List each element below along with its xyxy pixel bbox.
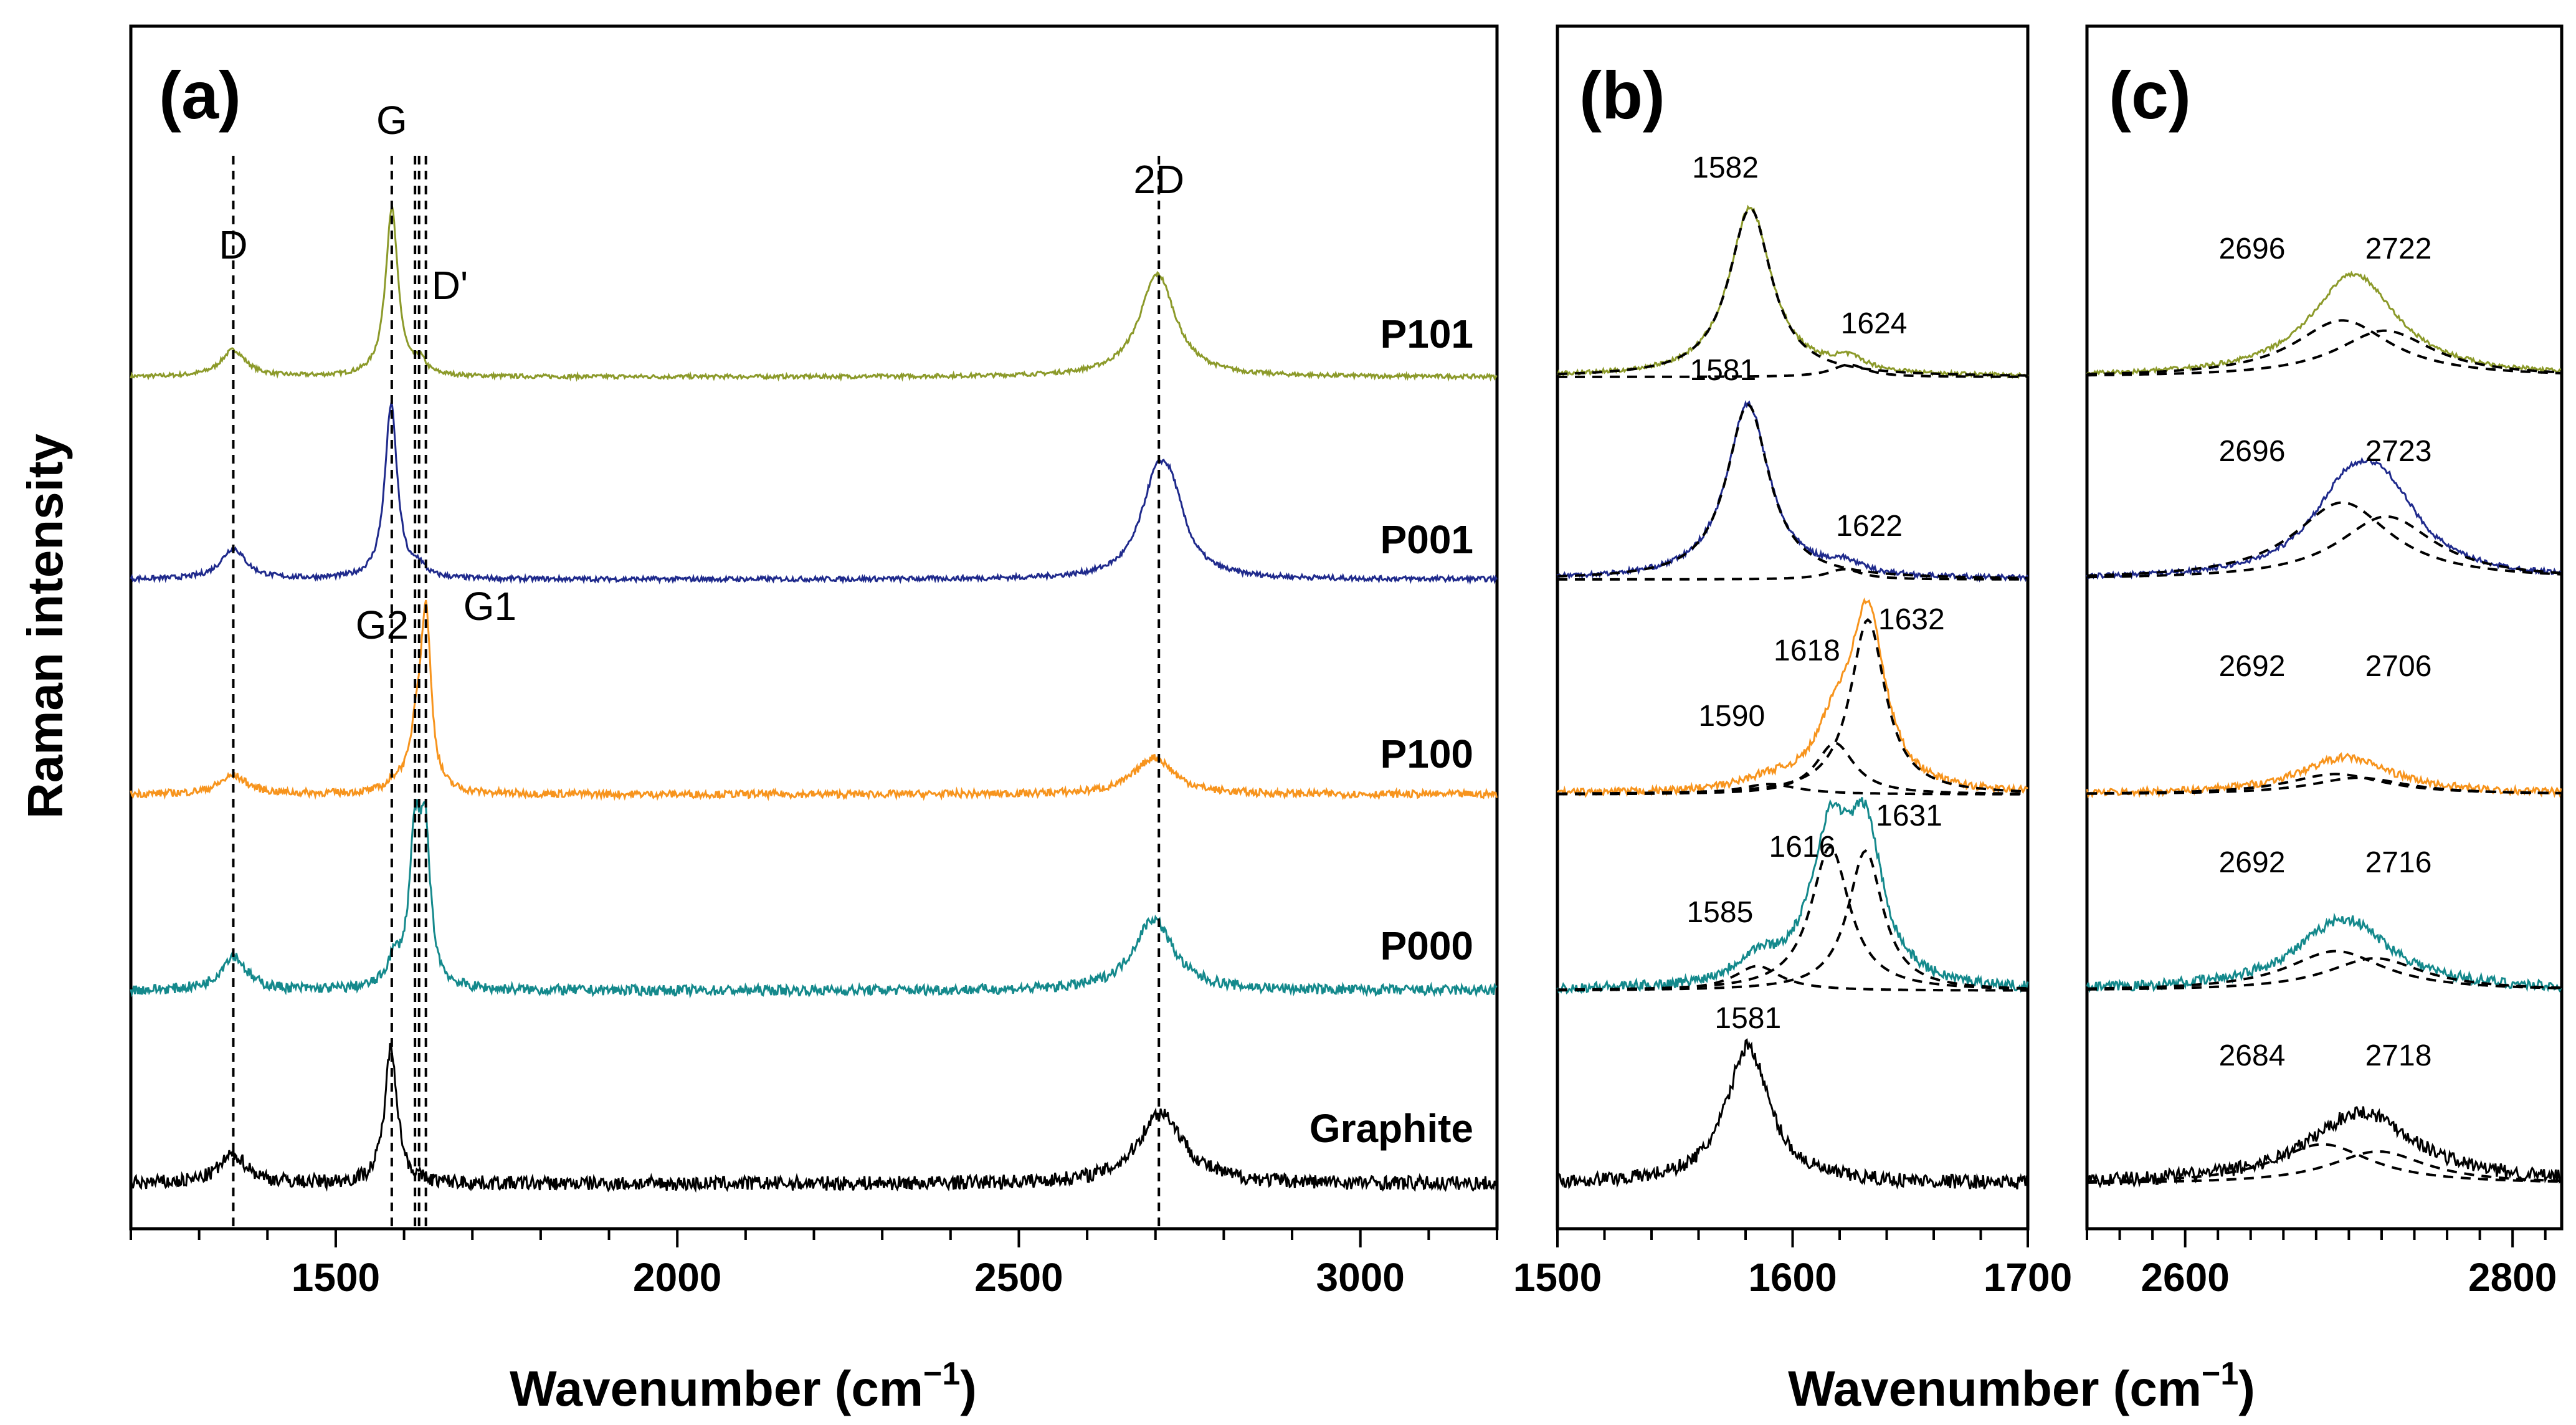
peak-position-label: 1590 <box>1698 700 1765 733</box>
panel-label: (c) <box>2109 57 2191 133</box>
series-label: P000 <box>1381 923 1473 968</box>
fit-component <box>1557 363 2028 378</box>
peak-position-label: 1581 <box>1690 354 1756 387</box>
peak-position-label: 1632 <box>1878 603 1945 636</box>
plot-frame <box>2085 24 2564 1231</box>
spectrum-line <box>2086 912 2562 993</box>
peak-position-label: 2716 <box>2365 846 2432 879</box>
x-tick-label: 2500 <box>974 1255 1063 1300</box>
peak-label: D <box>219 222 247 267</box>
x-tick-label: 2800 <box>2468 1255 2557 1300</box>
x-tick-label: 1600 <box>1748 1255 1837 1300</box>
fit-component <box>1557 403 2028 579</box>
x-axis-title-bc: Wavenumber (cm−1) <box>1788 1356 2255 1416</box>
series-label: Graphite <box>1309 1106 1473 1151</box>
panel-b: (b) 1500 1600 1700 1582 1624 1581 1622 1590 1618 1… <box>1513 24 2072 1300</box>
spectrum-line <box>2086 270 2562 376</box>
series-label: P001 <box>1381 517 1473 562</box>
plot-frame <box>129 24 1499 1231</box>
x-tick-label: 2000 <box>633 1255 721 1300</box>
peak-label: G1 <box>463 584 516 629</box>
peak-label: D' <box>432 263 468 308</box>
peak-position-label: 1616 <box>1769 831 1836 864</box>
x-tick-label: 1700 <box>1984 1255 2072 1300</box>
peak-position-label: 2722 <box>2365 232 2432 265</box>
x-tick-label: 1500 <box>292 1255 380 1300</box>
fit-component <box>1557 207 2028 377</box>
spectrum-line <box>1556 1038 2028 1190</box>
y-axis-title: Raman intensity <box>17 434 73 819</box>
fit-component <box>2086 501 2561 577</box>
fit-component <box>2087 329 2561 377</box>
spectrum-line <box>1556 400 2028 583</box>
peak-position-label: 1581 <box>1714 1002 1781 1035</box>
plot-frame <box>1556 24 2030 1231</box>
peak-label: 2D <box>1133 157 1184 202</box>
fit-component <box>2087 776 2561 795</box>
peak-label: G <box>376 98 407 143</box>
peak-position-label: 2696 <box>2219 435 2286 468</box>
fit-component <box>2087 515 2562 579</box>
spectrum-line <box>130 206 1498 382</box>
peak-position-label: 1631 <box>1876 799 1942 832</box>
spectrum-line <box>130 799 1498 999</box>
spectrum-line <box>1556 797 2029 995</box>
peak-position-label: 1582 <box>1692 151 1759 184</box>
panel-label: (b) <box>1579 57 1665 133</box>
spectrum-line <box>2086 457 2562 580</box>
spectrum-line <box>130 599 1498 801</box>
x-tick-label: 2600 <box>2141 1255 2229 1300</box>
spectrum-line <box>130 1042 1498 1193</box>
peak-position-label: 2706 <box>2365 650 2432 683</box>
panel-a: (a) 1500 2000 2500 3000 P101 P001 P100 P000 Graph… <box>129 24 1499 1300</box>
fit-component <box>2087 950 2561 990</box>
fit-component <box>1557 849 2028 991</box>
spectrum-line <box>1556 597 2028 798</box>
peak-position-label: 1585 <box>1686 896 1753 929</box>
peak-position-label: 1624 <box>1841 307 1908 340</box>
peak-position-label: 2692 <box>2219 650 2286 683</box>
panel-label: (a) <box>159 57 241 133</box>
fit-component <box>2086 1150 2561 1184</box>
peak-position-label: 2696 <box>2219 232 2286 265</box>
peak-label: G2 <box>356 603 409 647</box>
x-tick-label: 1500 <box>1513 1255 1602 1300</box>
peak-position-label: 2723 <box>2365 435 2432 468</box>
fit-component <box>1557 617 2028 795</box>
panel-c: (c) 2600 2800 2696 2722 2696 2723 2692 2706 2692 2… <box>2085 24 2564 1300</box>
fit-component <box>2087 956 2561 991</box>
spectrum-line <box>2086 752 2562 799</box>
x-axis-title: Wavenumber (cm−1) <box>510 1356 977 1416</box>
fit-component <box>1557 568 2028 581</box>
spectrum-line <box>130 402 1498 585</box>
fit-component <box>1557 845 2028 991</box>
series-label: P101 <box>1381 312 1473 356</box>
peak-position-label: 2718 <box>2365 1039 2432 1072</box>
spectrum-line <box>2086 1106 2562 1189</box>
fit-component <box>2086 1143 2561 1183</box>
spectrum-line <box>1556 204 2029 380</box>
fit-component <box>2086 319 2561 376</box>
peak-position-label: 2692 <box>2219 846 2286 879</box>
x-tick-label: 3000 <box>1316 1255 1405 1300</box>
series-label: P100 <box>1381 732 1473 776</box>
peak-position-label: 2684 <box>2219 1039 2286 1072</box>
peak-position-label: 1622 <box>1836 510 1903 543</box>
peak-position-label: 1618 <box>1774 634 1840 667</box>
